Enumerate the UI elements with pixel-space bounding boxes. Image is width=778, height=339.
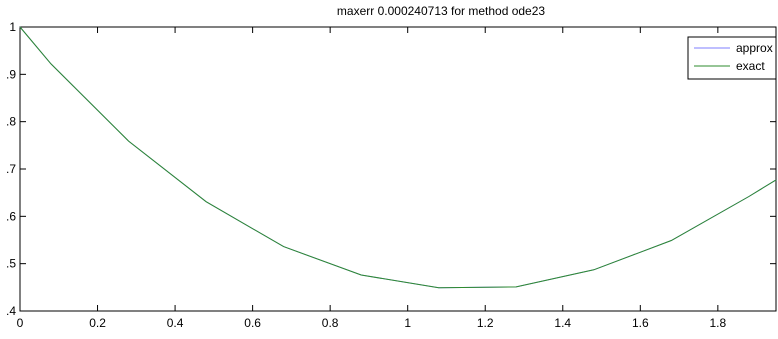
x-tick-label: 0.4 [167,316,184,330]
series-line-exact [19,26,777,289]
legend: approx exact [687,36,777,80]
legend-label-approx: approx [736,41,773,55]
y-tick-label: 1 [9,20,16,34]
x-tick-label: 0 [17,316,24,330]
x-tick-label: 1.6 [632,316,649,330]
series-line-approx [19,26,777,289]
y-tick-label: .4 [6,304,16,318]
x-tick-label: 1.2 [477,316,494,330]
y-tick-label: .5 [6,257,16,271]
y-tick-label: .7 [6,162,16,176]
x-tick-label: 0.2 [89,316,106,330]
legend-label-exact: exact [736,59,765,73]
y-tick-label: .8 [6,115,16,129]
axes: 0 0.2 0.4 0.6 0.8 1 1.2 1.4 1.6 1.8 .4 .5 .6 .7 .8 .9 1 [6,20,777,330]
x-tick-label: 0.6 [244,316,261,330]
x-tick-label: 1.8 [710,316,727,330]
legend-box [687,36,777,80]
y-tick-label: .6 [6,209,16,223]
x-tick-label: 1 [404,316,411,330]
x-tick-label: 0.8 [322,316,339,330]
y-tick-label: .9 [6,67,16,81]
series-layer [19,26,777,289]
plot-frame [19,26,777,312]
chart-title: maxerr 0.000240713 for method ode23 [337,4,545,18]
x-tick-label: 1.4 [554,316,571,330]
